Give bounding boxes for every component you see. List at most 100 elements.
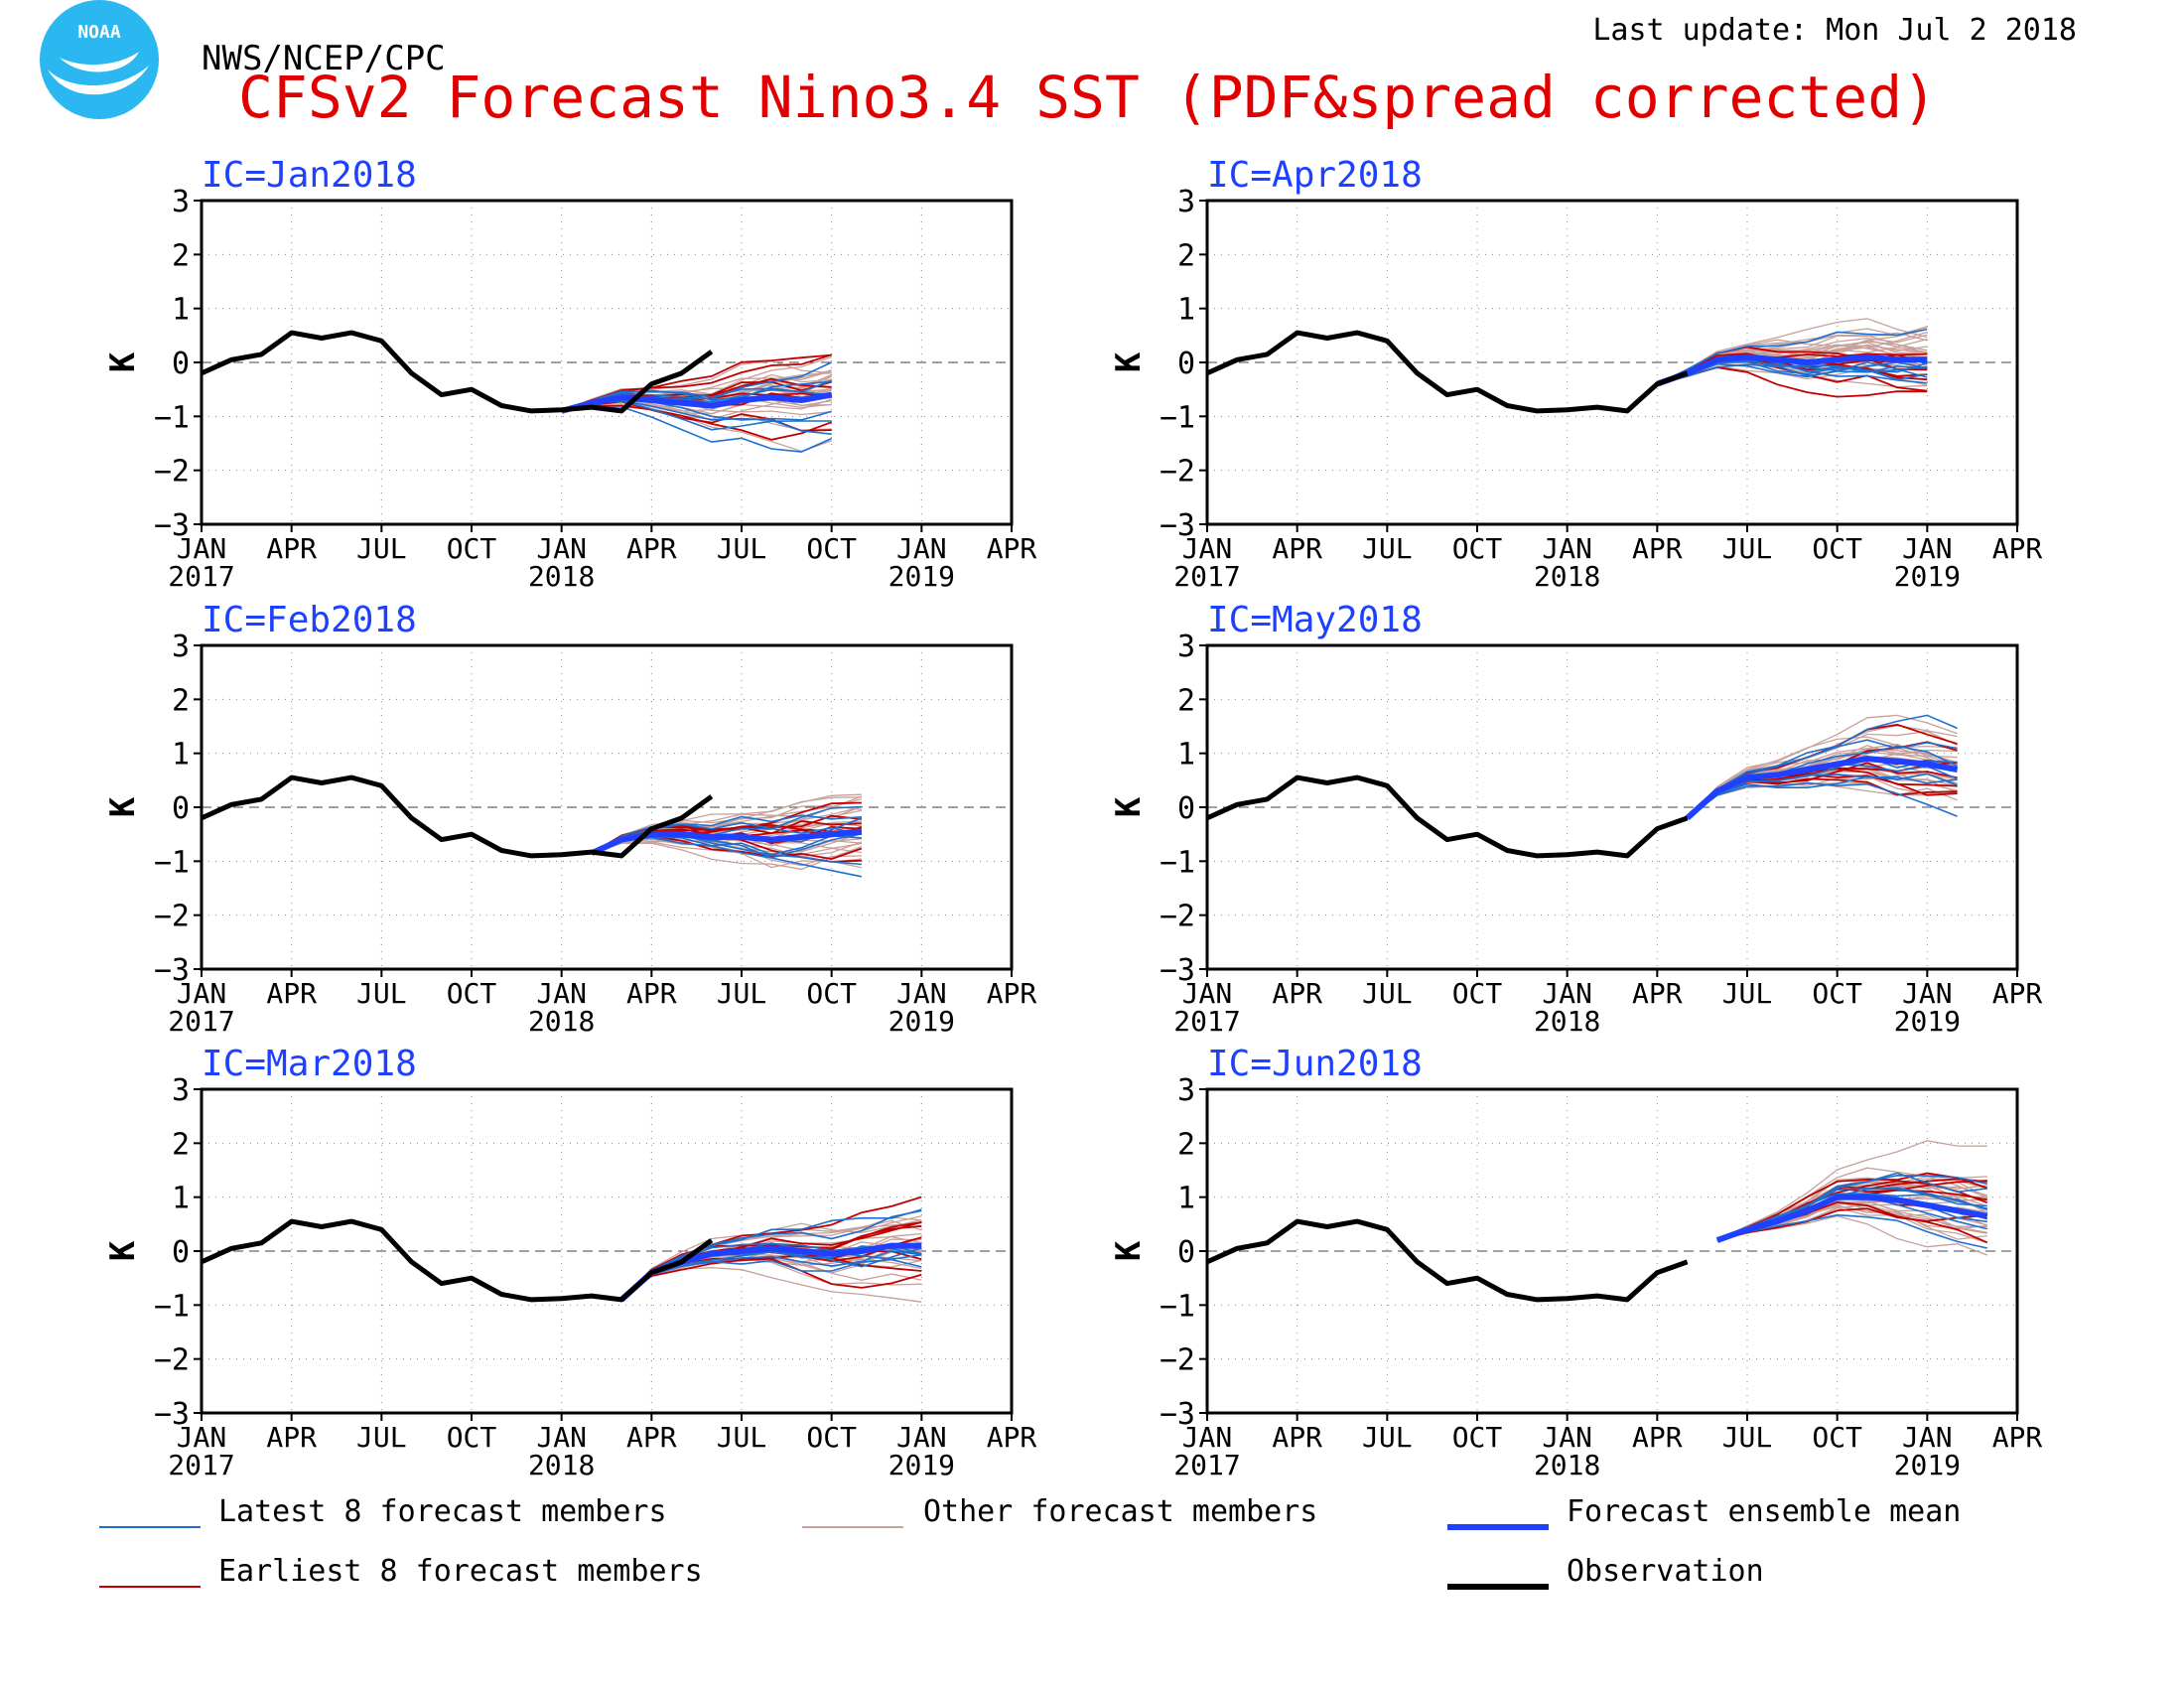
panel-title: IC=Jan2018 [202,155,417,196]
logo-text: NOAA [77,22,121,43]
latest-member [620,1208,922,1301]
y-tick-label: 2 [1177,1127,1195,1162]
y-tick-label: −1 [154,845,190,880]
x-tick-label: JUL [717,977,767,1010]
ensemble-mean-line [1685,756,1959,821]
x-tick-label: JUL [1722,977,1773,1010]
latest-member [620,1209,922,1301]
x-tick-label: JUL [356,532,407,565]
y-tick-label: 2 [172,683,190,718]
x-tick-label: OCT [806,1421,857,1454]
y-tick-label: −1 [154,400,190,435]
y-tick-label: 0 [1177,791,1195,826]
x-tick-label: OCT [447,977,497,1010]
x-tick-label: JAN [1542,532,1592,565]
x-tick-label: JAN [1902,1421,1953,1454]
y-tick-label: −3 [1160,1397,1195,1432]
x-tick-label: APR [1272,532,1322,565]
x-year-label: 2018 [528,1449,595,1481]
x-tick-label: JUL [356,1421,407,1454]
x-tick-label: OCT [447,1421,497,1454]
latest-member [1687,714,1958,819]
x-tick-label: APR [1272,1421,1322,1454]
y-tick-label: 1 [1177,1182,1195,1216]
y-tick-label: −2 [1160,900,1195,934]
y-tick-label: −2 [154,1343,190,1378]
x-year-label: 2019 [1894,1005,1961,1038]
other-member [561,360,832,412]
other-member [1716,1140,1987,1241]
x-tick-label: APR [626,977,677,1010]
panel-title: IC=Mar2018 [202,1044,417,1084]
legend: Latest 8 forecast members Other forecast… [99,1494,1961,1590]
x-tick-label: APR [266,1421,317,1454]
y-tick-label: −1 [1160,1289,1195,1324]
x-tick-label: JUL [1362,532,1413,565]
latest-member [561,379,832,412]
x-year-label: 2017 [1173,1005,1240,1038]
latest-member [1687,781,1958,819]
figure-title: CFSv2 Forecast Nino3.4 SST (PDF&spread c… [238,64,1937,131]
y-tick-label: 0 [1177,1235,1195,1270]
x-tick-label: JAN [1182,977,1233,1010]
panel-title: IC=Feb2018 [202,600,417,640]
y-tick-label: −2 [1160,455,1195,490]
y-axis-label: K [1109,352,1149,372]
latest-member [620,1249,922,1301]
x-tick-label: JUL [717,1421,767,1454]
x-tick-label: JAN [1182,1421,1233,1454]
y-axis-label: K [1109,796,1149,817]
y-tick-label: 1 [1177,738,1195,773]
y-tick-label: −3 [154,1397,190,1432]
y-axis-label: K [1109,1240,1149,1261]
legend-label-observation: Observation [1567,1554,1764,1589]
x-year-label: 2017 [1173,560,1240,593]
latest-member [591,814,862,854]
y-tick-label: 3 [1177,630,1195,664]
x-year-label: 2018 [1534,560,1600,593]
y-tick-label: 0 [172,347,190,381]
x-tick-label: JAN [896,532,947,565]
x-year-label: 2017 [168,560,234,593]
y-tick-label: −2 [154,900,190,934]
x-tick-label: APR [1272,977,1322,1010]
latest-member [1716,1172,1987,1241]
x-tick-label: APR [987,977,1037,1010]
y-axis-label: K [103,1240,143,1261]
y-tick-label: 0 [172,1235,190,1270]
x-tick-label: APR [626,1421,677,1454]
x-tick-label: APR [626,532,677,565]
x-year-label: 2018 [1534,1449,1600,1481]
x-year-label: 2017 [168,1449,234,1481]
x-tick-label: JAN [1902,532,1953,565]
legend-label-earliest: Earliest 8 forecast members [218,1554,703,1589]
y-tick-label: 3 [172,630,190,664]
y-tick-label: 2 [1177,238,1195,273]
x-tick-label: APR [266,977,317,1010]
x-year-label: 2019 [888,1005,955,1038]
x-tick-label: APR [1632,1421,1683,1454]
latest-member [1657,363,1928,385]
x-tick-label: JAN [896,1421,947,1454]
y-tick-label: −3 [1160,508,1195,543]
x-year-label: 2019 [1894,1449,1961,1481]
earliest-member [591,801,862,854]
earliest-member [620,1224,922,1301]
observation-line [200,774,714,859]
x-tick-label: JUL [1362,1421,1413,1454]
x-tick-label: APR [1992,977,2043,1010]
x-tick-label: OCT [1812,532,1862,565]
latest-member [591,821,863,854]
x-tick-label: OCT [1452,532,1503,565]
ensemble-mean-line [560,391,833,414]
y-tick-label: −2 [154,455,190,490]
x-tick-label: JAN [177,1421,227,1454]
panel-title: IC=Jun2018 [1207,1044,1423,1084]
observation-line [200,1218,714,1303]
y-tick-label: 1 [172,1182,190,1216]
latest-member [1687,773,1958,819]
